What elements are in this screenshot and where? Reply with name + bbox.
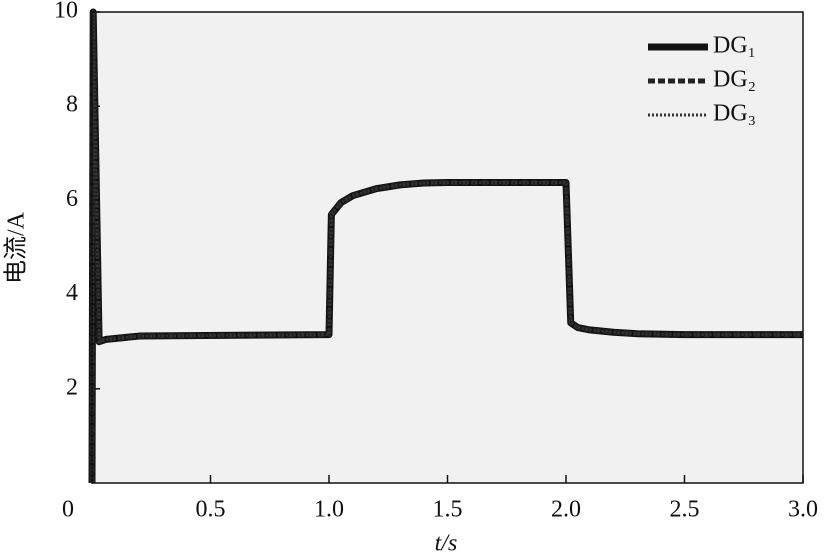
x-tick-label: 2.0 [551, 497, 581, 523]
y-tick-label: 2 [66, 374, 78, 400]
x-tick-label: 1.5 [433, 497, 463, 523]
x-tick-label: 0 [62, 497, 74, 523]
x-tick-label: 3.0 [788, 497, 818, 523]
plot-area [92, 12, 803, 483]
plot-frame [91, 11, 804, 484]
x-tick-label: 0.5 [196, 497, 226, 523]
y-tick-label: 4 [66, 280, 78, 306]
x-tick-label: 1.0 [314, 497, 344, 523]
series-line [90, 10, 803, 484]
legend-label: DG₁ [713, 33, 756, 59]
legend-label: DG₃ [713, 101, 756, 127]
series-line [89, 9, 803, 484]
x-tick-label: 2.5 [670, 497, 700, 523]
y-axis-label: 电流/A [3, 211, 30, 284]
y-tick-label: 10 [54, 0, 78, 24]
x-axis-label: t/s [435, 531, 458, 557]
y-tick-label: 8 [66, 92, 78, 118]
legend-label: DG₂ [713, 67, 756, 93]
y-tick-label: 6 [66, 186, 78, 212]
